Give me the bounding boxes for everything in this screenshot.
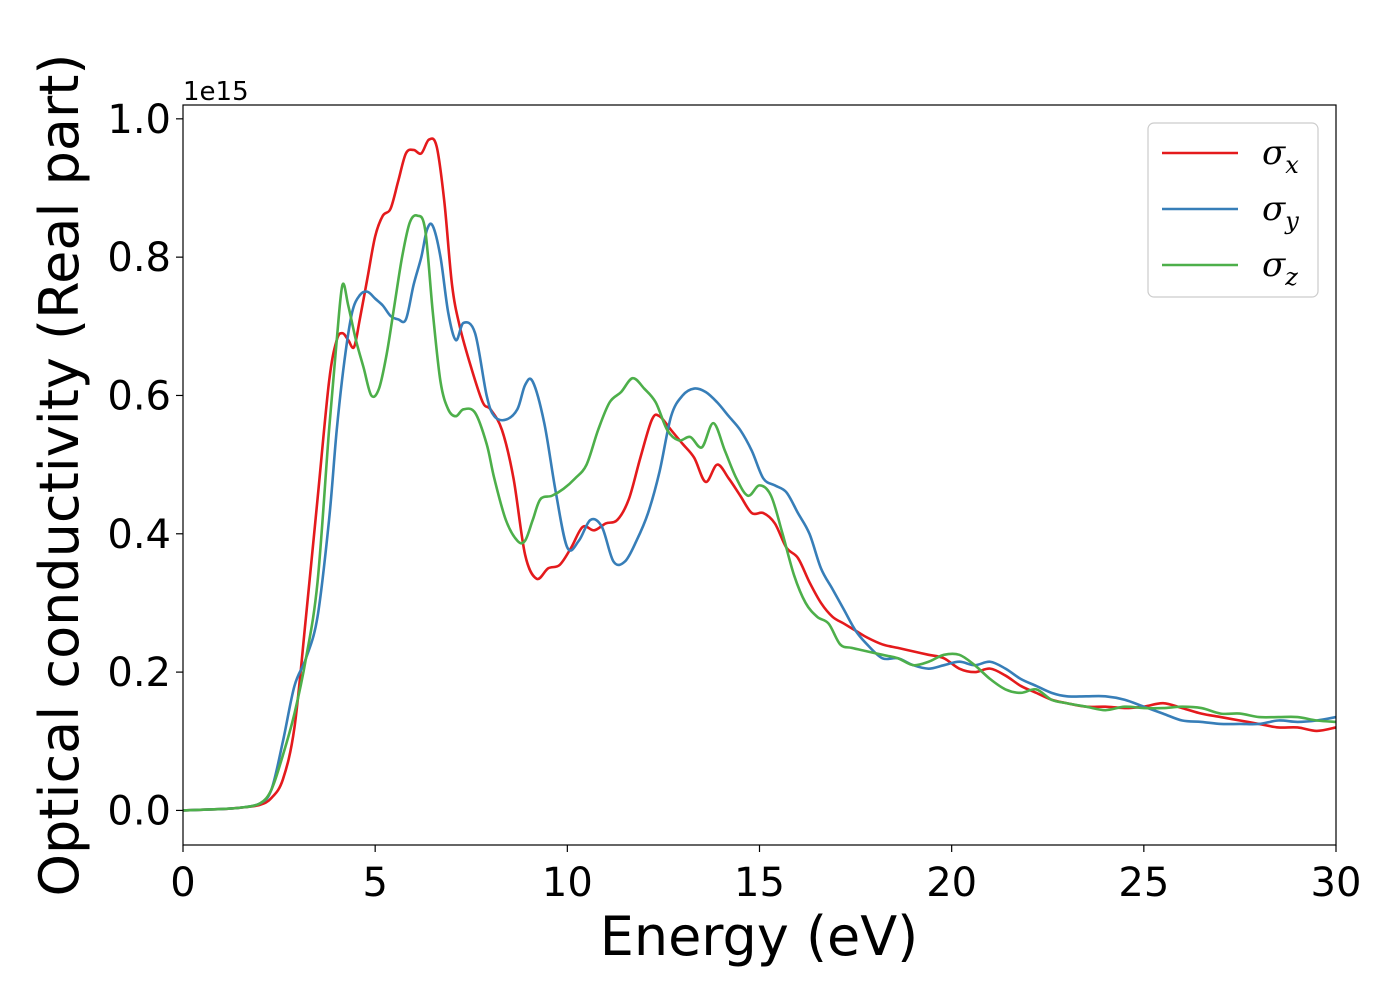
x-tick-label: 0 [170, 860, 195, 906]
y-tick-label: 0.8 [107, 235, 171, 281]
x-axis-ticks: 0 5 10 15 20 25 30 [170, 845, 1361, 906]
series-line-sigma-z [182, 213, 1337, 812]
x-tick-label: 15 [734, 860, 785, 906]
series-line-sigma-y [182, 222, 1337, 812]
y-offset-label: 1e15 [183, 77, 249, 107]
legend-label-sigma-z: σz [1262, 245, 1298, 291]
y-axis-ticks: 0.0 0.2 0.4 0.6 0.8 1.0 [107, 97, 183, 834]
x-axis-label: Energy (eV) [600, 905, 919, 968]
y-tick-label: 0.4 [107, 512, 171, 558]
legend: σx σy σz [1147, 122, 1319, 298]
y-axis-label: Optical conductivity (Real part) [28, 54, 91, 897]
x-tick-label: 10 [542, 860, 593, 906]
x-tick-label: 20 [926, 860, 977, 906]
y-tick-label: 1.0 [107, 97, 171, 143]
y-tick-label: 0.0 [107, 788, 171, 834]
legend-label-sigma-x: σx [1262, 133, 1299, 179]
plot-background [183, 105, 1336, 845]
legend-label-sigma-y: σy [1262, 189, 1299, 235]
y-tick-label: 0.6 [107, 373, 171, 419]
series-layer [182, 137, 1337, 812]
y-tick-label: 0.2 [107, 650, 171, 696]
x-tick-label: 5 [362, 860, 387, 906]
x-tick-label: 25 [1118, 860, 1169, 906]
x-tick-label: 30 [1311, 860, 1362, 906]
